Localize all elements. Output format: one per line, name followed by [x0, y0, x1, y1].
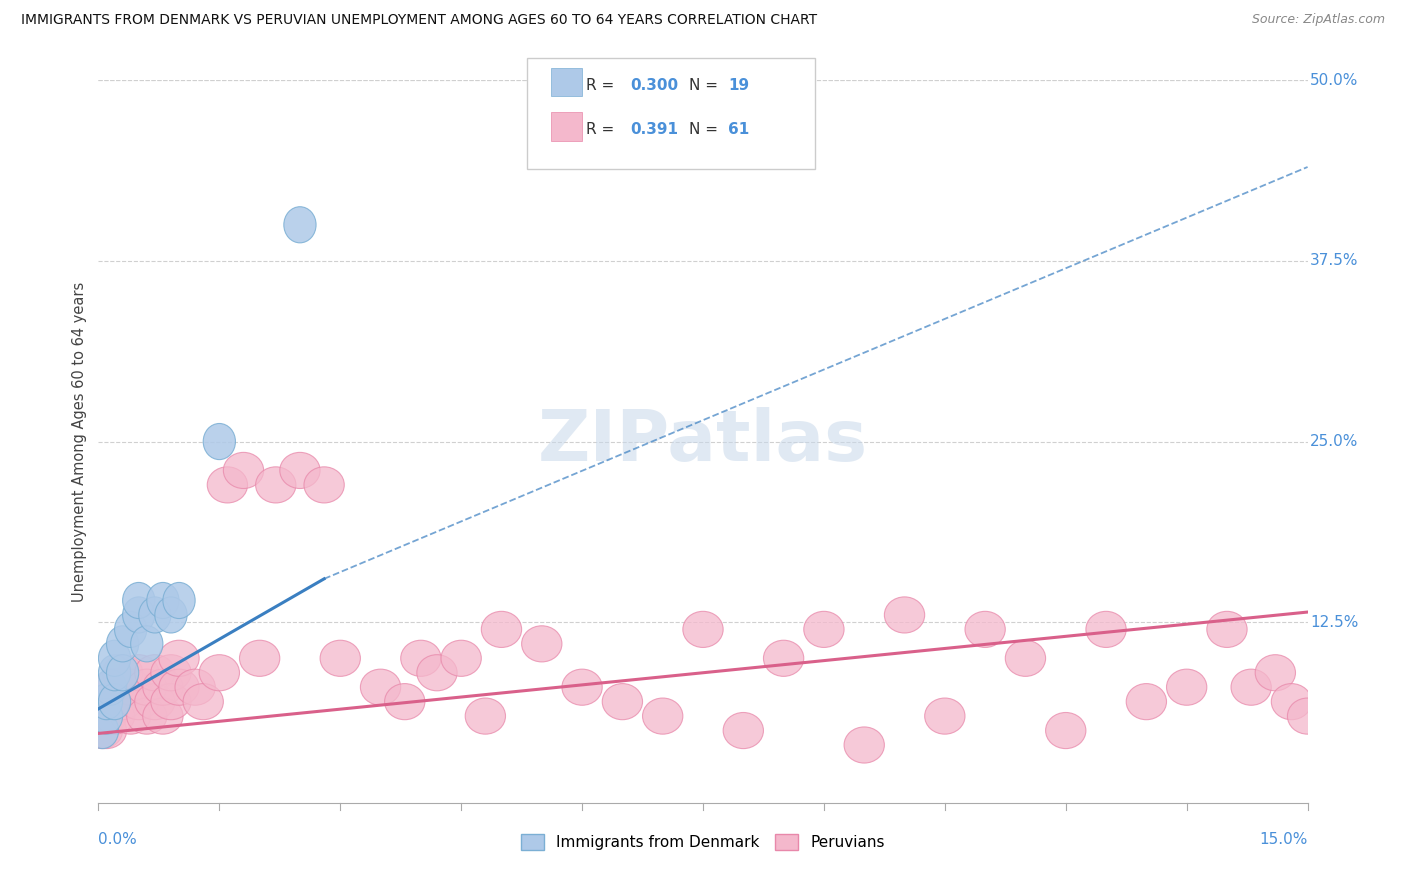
Ellipse shape	[159, 640, 200, 676]
Ellipse shape	[284, 207, 316, 243]
Ellipse shape	[562, 669, 602, 706]
Ellipse shape	[441, 640, 481, 676]
Ellipse shape	[174, 669, 215, 706]
Ellipse shape	[602, 683, 643, 720]
Ellipse shape	[146, 582, 179, 618]
Text: 15.0%: 15.0%	[1260, 831, 1308, 847]
Ellipse shape	[280, 452, 321, 489]
Ellipse shape	[118, 683, 159, 720]
Ellipse shape	[127, 698, 167, 734]
Ellipse shape	[107, 655, 139, 690]
Ellipse shape	[143, 698, 183, 734]
Ellipse shape	[204, 424, 235, 459]
Ellipse shape	[965, 611, 1005, 648]
Ellipse shape	[122, 582, 155, 618]
Ellipse shape	[804, 611, 844, 648]
Ellipse shape	[94, 669, 127, 706]
Text: 25.0%: 25.0%	[1310, 434, 1358, 449]
Ellipse shape	[90, 683, 122, 720]
Text: R =: R =	[586, 78, 620, 93]
Ellipse shape	[1085, 611, 1126, 648]
Ellipse shape	[465, 698, 506, 734]
Ellipse shape	[256, 467, 295, 503]
Ellipse shape	[723, 713, 763, 748]
Ellipse shape	[360, 669, 401, 706]
Ellipse shape	[98, 640, 131, 676]
Ellipse shape	[103, 683, 143, 720]
Ellipse shape	[304, 467, 344, 503]
Ellipse shape	[135, 683, 174, 720]
Ellipse shape	[103, 655, 143, 690]
Ellipse shape	[155, 597, 187, 633]
Ellipse shape	[481, 611, 522, 648]
Ellipse shape	[86, 713, 118, 748]
Text: ZIPatlas: ZIPatlas	[538, 407, 868, 476]
Ellipse shape	[1288, 698, 1327, 734]
Ellipse shape	[200, 655, 239, 690]
Ellipse shape	[111, 669, 150, 706]
Ellipse shape	[114, 611, 146, 648]
Ellipse shape	[884, 597, 925, 633]
Ellipse shape	[122, 597, 155, 633]
Legend: Immigrants from Denmark, Peruvians: Immigrants from Denmark, Peruvians	[515, 829, 891, 856]
Text: 12.5%: 12.5%	[1310, 615, 1358, 630]
Ellipse shape	[683, 611, 723, 648]
Text: 0.391: 0.391	[630, 122, 678, 137]
Ellipse shape	[1005, 640, 1046, 676]
Ellipse shape	[86, 713, 127, 748]
Text: 0.300: 0.300	[630, 78, 678, 93]
Text: N =: N =	[689, 122, 723, 137]
Ellipse shape	[127, 669, 167, 706]
Ellipse shape	[522, 626, 562, 662]
Ellipse shape	[163, 582, 195, 618]
Ellipse shape	[143, 669, 183, 706]
Y-axis label: Unemployment Among Ages 60 to 64 years: Unemployment Among Ages 60 to 64 years	[72, 281, 87, 602]
Ellipse shape	[131, 626, 163, 662]
Ellipse shape	[321, 640, 360, 676]
Ellipse shape	[86, 698, 127, 734]
Ellipse shape	[1126, 683, 1167, 720]
Ellipse shape	[1046, 713, 1085, 748]
Text: Source: ZipAtlas.com: Source: ZipAtlas.com	[1251, 13, 1385, 27]
Ellipse shape	[94, 669, 135, 706]
Ellipse shape	[107, 626, 139, 662]
Text: IMMIGRANTS FROM DENMARK VS PERUVIAN UNEMPLOYMENT AMONG AGES 60 TO 64 YEARS CORRE: IMMIGRANTS FROM DENMARK VS PERUVIAN UNEM…	[21, 13, 817, 28]
Ellipse shape	[150, 655, 191, 690]
Ellipse shape	[1167, 669, 1206, 706]
Ellipse shape	[401, 640, 441, 676]
Ellipse shape	[98, 683, 131, 720]
Text: 50.0%: 50.0%	[1310, 73, 1358, 87]
Ellipse shape	[925, 698, 965, 734]
Text: 19: 19	[728, 78, 749, 93]
Ellipse shape	[83, 713, 122, 748]
Ellipse shape	[844, 727, 884, 763]
Ellipse shape	[118, 655, 159, 690]
Ellipse shape	[763, 640, 804, 676]
Ellipse shape	[385, 683, 425, 720]
Ellipse shape	[1206, 611, 1247, 648]
Ellipse shape	[90, 698, 122, 734]
Ellipse shape	[135, 655, 174, 690]
Ellipse shape	[90, 683, 131, 720]
Ellipse shape	[1232, 669, 1271, 706]
Ellipse shape	[111, 698, 150, 734]
Ellipse shape	[1271, 683, 1312, 720]
Ellipse shape	[224, 452, 264, 489]
Ellipse shape	[643, 698, 683, 734]
Ellipse shape	[159, 669, 200, 706]
Ellipse shape	[94, 698, 135, 734]
Ellipse shape	[139, 597, 172, 633]
Ellipse shape	[416, 655, 457, 690]
Ellipse shape	[183, 683, 224, 720]
Ellipse shape	[239, 640, 280, 676]
Ellipse shape	[98, 655, 131, 690]
Text: R =: R =	[586, 122, 624, 137]
Ellipse shape	[1256, 655, 1295, 690]
Text: 0.0%: 0.0%	[98, 831, 138, 847]
Text: N =: N =	[689, 78, 723, 93]
Ellipse shape	[207, 467, 247, 503]
Ellipse shape	[150, 683, 191, 720]
Text: 61: 61	[728, 122, 749, 137]
Text: 37.5%: 37.5%	[1310, 253, 1358, 268]
